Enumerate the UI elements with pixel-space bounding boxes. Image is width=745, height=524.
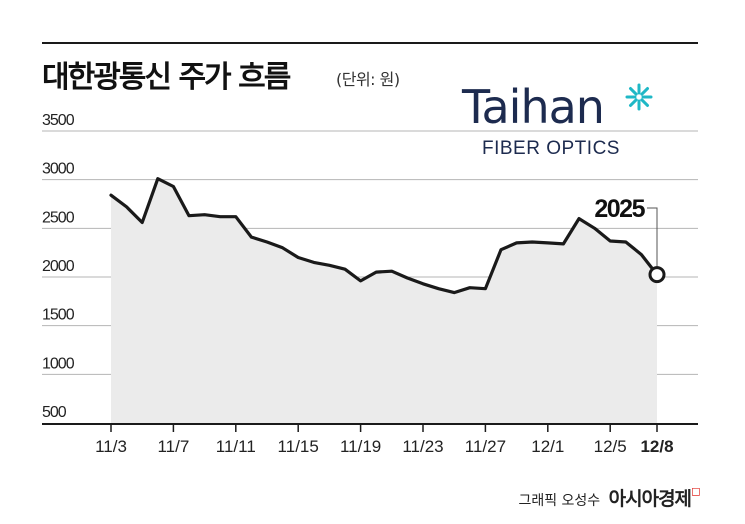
y-tick-label: 1500 xyxy=(42,307,75,324)
credit-brand: 아시아경제 xyxy=(608,488,692,510)
y-tick-label: 2000 xyxy=(42,258,75,275)
logo-star-ray xyxy=(640,98,649,107)
brand-mark-icon: ◻ xyxy=(691,484,701,498)
x-tick-label: 12/8 xyxy=(640,437,673,456)
callout-value-label: 2025 xyxy=(594,195,645,223)
y-tick-label: 500 xyxy=(42,404,67,421)
x-tick-label: 11/23 xyxy=(402,437,443,456)
price-area xyxy=(111,178,657,423)
credit: 그래픽 오성수 아시아경제◻ xyxy=(518,484,701,511)
y-tick-label: 1000 xyxy=(42,355,75,372)
top-rule xyxy=(42,42,698,44)
logo-star-ray xyxy=(629,87,638,96)
x-tick-label: 12/5 xyxy=(594,437,627,456)
x-tick-label: 11/11 xyxy=(216,437,256,456)
x-tick-label: 12/1 xyxy=(531,437,564,456)
chart-title: 대한광통신 주가 흐름 xyxy=(42,60,291,95)
y-tick-label: 3500 xyxy=(42,112,75,129)
logo-star-icon xyxy=(625,83,653,111)
highlight-point xyxy=(648,266,666,284)
x-tick-label: 11/15 xyxy=(278,437,319,456)
x-tick-label: 11/7 xyxy=(157,437,189,456)
logo-star-ray xyxy=(629,98,638,107)
x-tick-label: 11/19 xyxy=(340,437,381,456)
logo-star-ray xyxy=(640,87,649,96)
credit-text: 그래픽 오성수 xyxy=(518,493,601,509)
price-line xyxy=(109,177,659,295)
unit-label: (단위: 원) xyxy=(336,70,400,89)
x-tick-label: 11/27 xyxy=(465,437,506,456)
y-tick-label: 2500 xyxy=(42,209,75,226)
callout-leader xyxy=(647,207,658,267)
logo-subtitle: FIBER OPTICS xyxy=(482,138,620,159)
logo-wordmark: Taihan xyxy=(462,80,605,134)
x-tick-label: 11/3 xyxy=(95,437,127,456)
y-tick-label: 3000 xyxy=(42,161,75,178)
